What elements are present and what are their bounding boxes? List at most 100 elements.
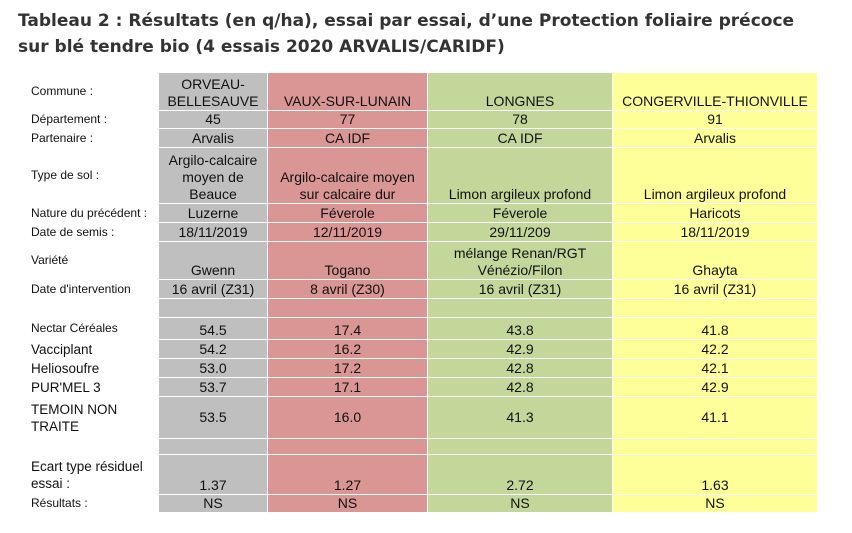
cell-purmel-1: 53.7 xyxy=(158,377,268,397)
cell-heliosoufre-4: 42.1 xyxy=(612,358,818,378)
cell-heliosoufre-2: 17.2 xyxy=(267,358,428,378)
cell-partenaire-1: Arvalis xyxy=(158,128,268,148)
cell-vacciplant-2: 16.2 xyxy=(267,339,428,359)
cell-variete-4: Ghayta xyxy=(612,241,818,280)
cell-spacer2-3 xyxy=(427,438,613,455)
cell-commune-1: ORVEAU-BELLESAUVE xyxy=(158,72,268,111)
label-purmel: PUR'MEL 3 xyxy=(27,377,159,397)
row-temoin: TEMOIN NON TRAITE 53.5 16.0 41.3 41.1 xyxy=(27,396,818,439)
cell-sol-2: Argilo-calcaire moyen sur calcaire dur xyxy=(267,147,428,204)
cell-intervention-3: 16 avril (Z31) xyxy=(427,279,613,299)
cell-temoin-4: 41.1 xyxy=(612,396,818,439)
cell-nectar-1: 54.5 xyxy=(158,317,268,340)
row-precedent: Nature du précédent : Luzerne Féverole F… xyxy=(27,203,818,223)
row-vacciplant: Vacciplant 54.2 16.2 42.9 42.2 xyxy=(27,339,818,359)
cell-spacer-1 xyxy=(158,298,268,318)
label-commune: Commune : xyxy=(27,72,159,111)
cell-spacer-2 xyxy=(267,298,428,318)
row-spacer-2 xyxy=(27,438,818,455)
results-table: Commune : ORVEAU-BELLESAUVE VAUX-SUR-LUN… xyxy=(27,72,818,513)
label-type-sol: Type de sol : xyxy=(27,147,159,204)
label-heliosoufre: Heliosoufre xyxy=(27,358,159,378)
cell-commune-4: CONGERVILLE-THIONVILLE xyxy=(612,72,818,111)
cell-spacer2-1 xyxy=(158,438,268,455)
cell-purmel-2: 17.1 xyxy=(267,377,428,397)
cell-nectar-2: 17.4 xyxy=(267,317,428,340)
cell-spacer2-2 xyxy=(267,438,428,455)
cell-purmel-3: 42.8 xyxy=(427,377,613,397)
cell-spacer-4 xyxy=(612,298,818,318)
cell-ecart-3: 2.72 xyxy=(427,454,613,495)
cell-departement-3: 78 xyxy=(427,110,613,129)
cell-intervention-4: 16 avril (Z31) xyxy=(612,279,818,299)
label-nectar: Nectar Céréales xyxy=(27,317,159,340)
label-temoin: TEMOIN NON TRAITE xyxy=(27,396,159,439)
cell-semis-4: 18/11/2019 xyxy=(612,222,818,242)
cell-intervention-1: 16 avril (Z31) xyxy=(158,279,268,299)
cell-sol-1: Argilo-calcaire moyen de Beauce xyxy=(158,147,268,204)
cell-vacciplant-3: 42.9 xyxy=(427,339,613,359)
cell-spacer-3 xyxy=(427,298,613,318)
row-nectar: Nectar Céréales 54.5 17.4 43.8 41.8 xyxy=(27,317,818,340)
cell-variete-3: mélange Renan/RGT Vénézio/Filon xyxy=(427,241,613,280)
cell-resultats-2: NS xyxy=(267,494,428,513)
cell-intervention-2: 8 avril (Z30) xyxy=(267,279,428,299)
cell-partenaire-3: CA IDF xyxy=(427,128,613,148)
cell-precedent-2: Féverole xyxy=(267,203,428,223)
label-partenaire: Partenaire : xyxy=(27,128,159,148)
cell-precedent-3: Féverole xyxy=(427,203,613,223)
cell-purmel-4: 42.9 xyxy=(612,377,818,397)
cell-resultats-1: NS xyxy=(158,494,268,513)
cell-vacciplant-4: 42.2 xyxy=(612,339,818,359)
cell-ecart-2: 1.27 xyxy=(267,454,428,495)
cell-variete-2: Togano xyxy=(267,241,428,280)
cell-precedent-4: Haricots xyxy=(612,203,818,223)
cell-departement-4: 91 xyxy=(612,110,818,129)
label-precedent: Nature du précédent : xyxy=(27,203,159,223)
cell-variete-1: Gwenn xyxy=(158,241,268,280)
row-resultats: Résultats : NS NS NS NS xyxy=(27,494,818,513)
cell-nectar-4: 41.8 xyxy=(612,317,818,340)
row-spacer xyxy=(27,298,818,318)
cell-resultats-3: NS xyxy=(427,494,613,513)
label-spacer xyxy=(27,298,159,318)
cell-sol-4: Limon argileux profond xyxy=(612,147,818,204)
cell-vacciplant-1: 54.2 xyxy=(158,339,268,359)
cell-sol-3: Limon argileux profond xyxy=(427,147,613,204)
cell-spacer2-4 xyxy=(612,438,818,455)
cell-partenaire-4: Arvalis xyxy=(612,128,818,148)
row-date-semis: Date de semis : 18/11/2019 12/11/2019 29… xyxy=(27,222,818,242)
row-date-intervention: Date d'intervention 16 avril (Z31) 8 avr… xyxy=(27,279,818,299)
cell-semis-3: 29/11/209 xyxy=(427,222,613,242)
cell-precedent-1: Luzerne xyxy=(158,203,268,223)
cell-ecart-4: 1.63 xyxy=(612,454,818,495)
cell-semis-1: 18/11/2019 xyxy=(158,222,268,242)
row-departement: Département : 45 77 78 91 xyxy=(27,110,818,129)
row-ecart-type: Ecart type résiduel essai : 1.37 1.27 2.… xyxy=(27,454,818,495)
label-date-intervention: Date d'intervention xyxy=(27,279,159,299)
cell-heliosoufre-3: 42.8 xyxy=(427,358,613,378)
cell-ecart-1: 1.37 xyxy=(158,454,268,495)
cell-departement-1: 45 xyxy=(158,110,268,129)
cell-temoin-1: 53.5 xyxy=(158,396,268,439)
cell-commune-3: LONGNES xyxy=(427,72,613,111)
row-type-sol: Type de sol : Argilo-calcaire moyen de B… xyxy=(27,147,818,204)
cell-heliosoufre-1: 53.0 xyxy=(158,358,268,378)
cell-commune-2: VAUX-SUR-LUNAIN xyxy=(267,72,428,111)
label-departement: Département : xyxy=(27,110,159,129)
cell-partenaire-2: CA IDF xyxy=(267,128,428,148)
row-heliosoufre: Heliosoufre 53.0 17.2 42.8 42.1 xyxy=(27,358,818,378)
label-date-semis: Date de semis : xyxy=(27,222,159,242)
label-variete: Variété xyxy=(27,241,159,280)
cell-resultats-4: NS xyxy=(612,494,818,513)
cell-semis-2: 12/11/2019 xyxy=(267,222,428,242)
row-commune: Commune : ORVEAU-BELLESAUVE VAUX-SUR-LUN… xyxy=(27,72,818,111)
row-variete: Variété Gwenn Togano mélange Renan/RGT V… xyxy=(27,241,818,280)
cell-temoin-2: 16.0 xyxy=(267,396,428,439)
row-partenaire: Partenaire : Arvalis CA IDF CA IDF Arval… xyxy=(27,128,818,148)
label-resultats: Résultats : xyxy=(27,494,159,513)
cell-departement-2: 77 xyxy=(267,110,428,129)
row-purmel: PUR'MEL 3 53.7 17.1 42.8 42.9 xyxy=(27,377,818,397)
label-vacciplant: Vacciplant xyxy=(27,339,159,359)
label-ecart-type: Ecart type résiduel essai : xyxy=(27,454,159,495)
